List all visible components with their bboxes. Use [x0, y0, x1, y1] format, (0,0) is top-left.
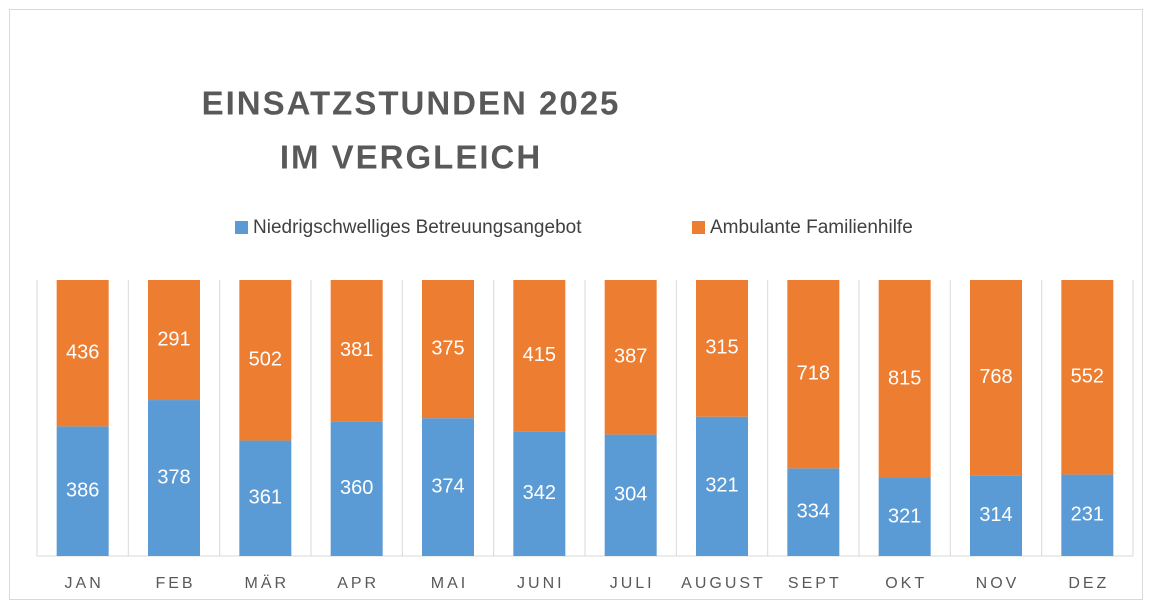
x-tick-label: OKT [885, 575, 927, 592]
x-tick-label: SEPT [788, 575, 842, 592]
data-label: 374 [431, 475, 464, 497]
bar-segment [239, 280, 292, 441]
x-tick-label: JAN [65, 575, 104, 592]
bar-segment [330, 280, 383, 422]
data-label: 314 [979, 504, 1012, 526]
bar-segment [970, 280, 1022, 476]
data-label: 361 [249, 487, 282, 509]
x-tick-label: NOV [976, 575, 1020, 592]
chart-title: EINSATZSTUNDEN 2025 [202, 85, 621, 122]
bar-segment [696, 416, 748, 556]
data-label: 304 [614, 484, 647, 506]
x-tick-label: APR [337, 575, 379, 592]
chart-title: IM VERGLEICH [280, 139, 542, 176]
data-label: 386 [66, 479, 99, 501]
legend-swatch [692, 221, 705, 234]
bar-segment [422, 280, 474, 419]
bar-segment [1061, 280, 1114, 475]
legend-swatch [235, 221, 248, 234]
data-label: 378 [157, 466, 190, 488]
bar-segment [422, 418, 474, 556]
bar-segment [696, 280, 748, 417]
bar-segment [878, 280, 931, 479]
data-label: 321 [888, 505, 921, 527]
x-tick-label: JULI [610, 575, 655, 592]
bar-segment [787, 280, 840, 469]
bar-segment [330, 421, 383, 556]
data-label: 718 [797, 362, 830, 384]
legend-label: Ambulante Familienhilfe [710, 217, 913, 238]
data-label: 342 [523, 482, 556, 504]
x-tick-label: MÄR [245, 574, 290, 592]
data-label: 436 [66, 341, 99, 363]
bar-segment [604, 434, 657, 556]
data-label: 415 [523, 344, 556, 366]
bar-segment [787, 468, 840, 556]
x-tick-label: DEZ [1068, 575, 1109, 592]
bar-segment [239, 440, 292, 556]
data-label: 334 [797, 500, 830, 522]
x-tick-label: AUGUST [681, 575, 766, 592]
data-label: 375 [431, 337, 464, 359]
bar-segment [513, 431, 566, 556]
x-tick-label: JUNI [517, 575, 565, 592]
bar-segment [56, 280, 109, 427]
data-label: 552 [1071, 366, 1104, 388]
data-label: 315 [705, 337, 738, 359]
bar-segment [970, 475, 1022, 556]
x-tick-label: FEB [155, 575, 195, 592]
data-label: 291 [157, 328, 190, 350]
data-label: 321 [705, 475, 738, 497]
data-label: 360 [340, 477, 373, 499]
bar-segment [148, 280, 200, 401]
data-label: 502 [249, 349, 282, 371]
bar-segment [878, 478, 931, 556]
bar-segment [604, 280, 657, 435]
bar-segment [148, 400, 200, 556]
data-label: 231 [1071, 504, 1104, 526]
legend-label: Niedrigschwelliges Betreuungsangebot [253, 217, 582, 238]
data-label: 815 [888, 367, 921, 389]
x-tick-label: MAI [431, 575, 468, 592]
bar-segment [56, 426, 109, 556]
bar-segment [1061, 474, 1114, 556]
data-label: 768 [979, 366, 1012, 388]
data-label: 381 [340, 339, 373, 361]
bar-segment [513, 280, 566, 432]
data-label: 387 [614, 346, 647, 368]
